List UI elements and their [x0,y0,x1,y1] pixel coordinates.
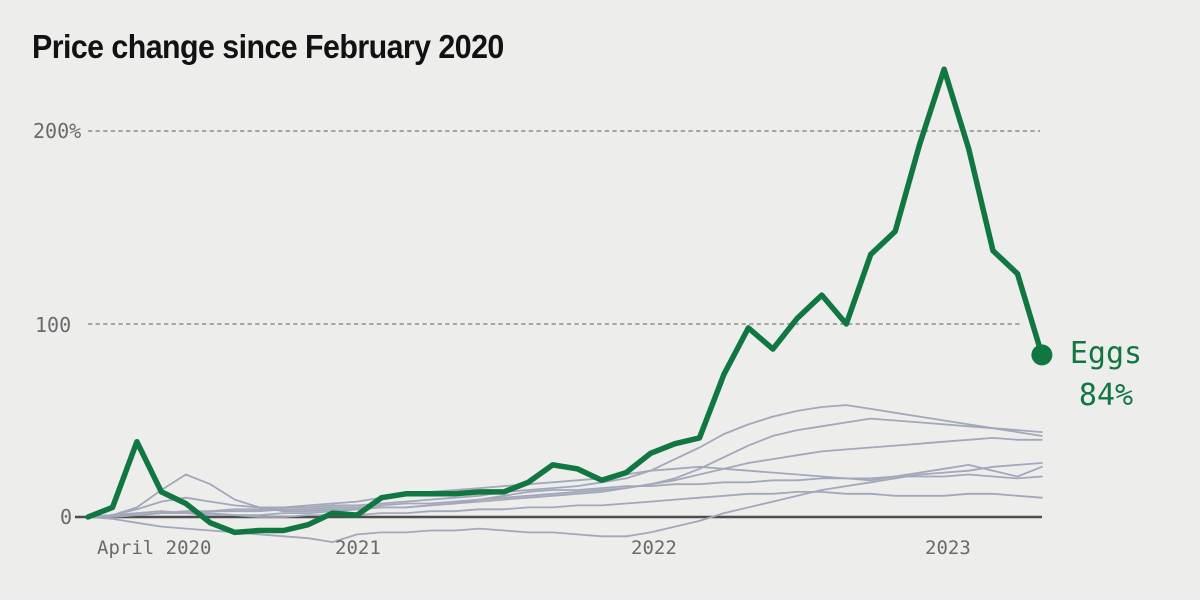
other-grocery-2-line [87,417,1043,518]
y-tick-0: 0 [60,505,73,529]
y-tick-200: 200% [33,119,82,143]
x-tick-2021: 2021 [335,537,381,559]
other-grocery-5-line [87,463,1043,518]
y-tick-100: 100 [35,313,72,337]
other-grocery-7-line [87,490,1043,518]
chart-title: Price change since February 2020 [32,28,504,65]
eggs-series-label: Eggs [1069,336,1143,371]
eggs-annotation: Eggs 84% [1056,333,1156,417]
x-tick-2022: 2022 [631,537,677,559]
eggs-line [85,66,1045,536]
other-grocery-3-line [87,436,1043,518]
x-tick-2023: 2023 [925,537,971,559]
other-grocery-6-line [87,473,1043,518]
eggs-end-dot [1031,344,1053,366]
x-tick-april-2020: April 2020 [97,537,212,559]
other-grocery-1-line [87,404,1043,518]
eggs-value-label: 84% [1078,378,1134,413]
